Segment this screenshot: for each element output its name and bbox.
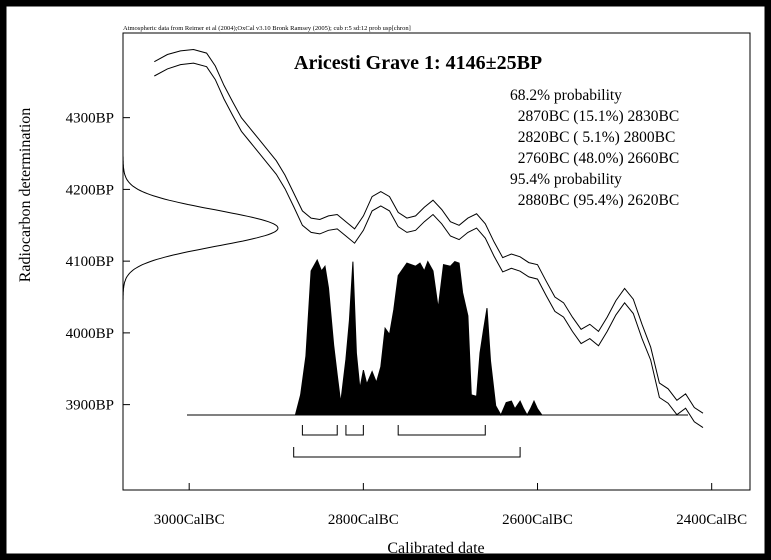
y-tick-label: 4300BP [66, 111, 114, 127]
axis-ticks: 3000CalBC 2800CalBC 2600CalBC 2400CalBC 4300… [66, 111, 747, 528]
curve-upper-line [154, 48, 704, 414]
range-brackets [293, 425, 521, 458]
chart-title: Aricesti Grave 1: 4146±25BP [294, 52, 542, 74]
probability-summary: 68.2% probability 2870BC (15.1%) 2830BC … [510, 87, 679, 209]
prob-line-5: 95.4% probability [510, 171, 622, 188]
plot-area [122, 32, 751, 491]
curve-lower-line [154, 62, 704, 429]
posterior-distribution [187, 258, 688, 417]
y-axis-title: Radiocarbon determination [17, 108, 34, 283]
prob-line-3: 2820BC ( 5.1%) 2800BC [510, 129, 675, 146]
sigma1-range-bracket-2 [345, 425, 364, 436]
x-tick-label: 2400CalBC [676, 512, 747, 528]
y-tick-label: 3900BP [66, 398, 114, 414]
measurement-distribution [122, 152, 279, 304]
x-tick-label: 3000CalBC [154, 512, 225, 528]
prob-line-4: 2760BC (48.0%) 2660BC [510, 150, 679, 167]
sigma1-range-bracket-3 [397, 425, 486, 436]
prob-line-2: 2870BC (15.1%) 2830BC [510, 108, 679, 125]
y-tick-label: 4100BP [66, 254, 114, 270]
posterior-area [294, 258, 555, 417]
y-tick-label: 4000BP [66, 326, 114, 342]
x-tick-label: 2600CalBC [502, 512, 573, 528]
calibration-curve [154, 48, 704, 429]
prob-line-1: 68.2% probability [510, 87, 622, 104]
credit-text: Atmospheric data from Reimer et al (2004… [123, 25, 411, 32]
sigma2-range-bracket-1 [293, 447, 521, 458]
x-axis-title: Calibrated date [387, 540, 484, 557]
x-tick-label: 2800CalBC [328, 512, 399, 528]
y-tick-label: 4200BP [66, 182, 114, 198]
prob-line-6: 2880BC (95.4%) 2620BC [510, 192, 679, 209]
sigma1-range-bracket-1 [301, 425, 338, 436]
measurement-gaussian-line [122, 152, 279, 304]
